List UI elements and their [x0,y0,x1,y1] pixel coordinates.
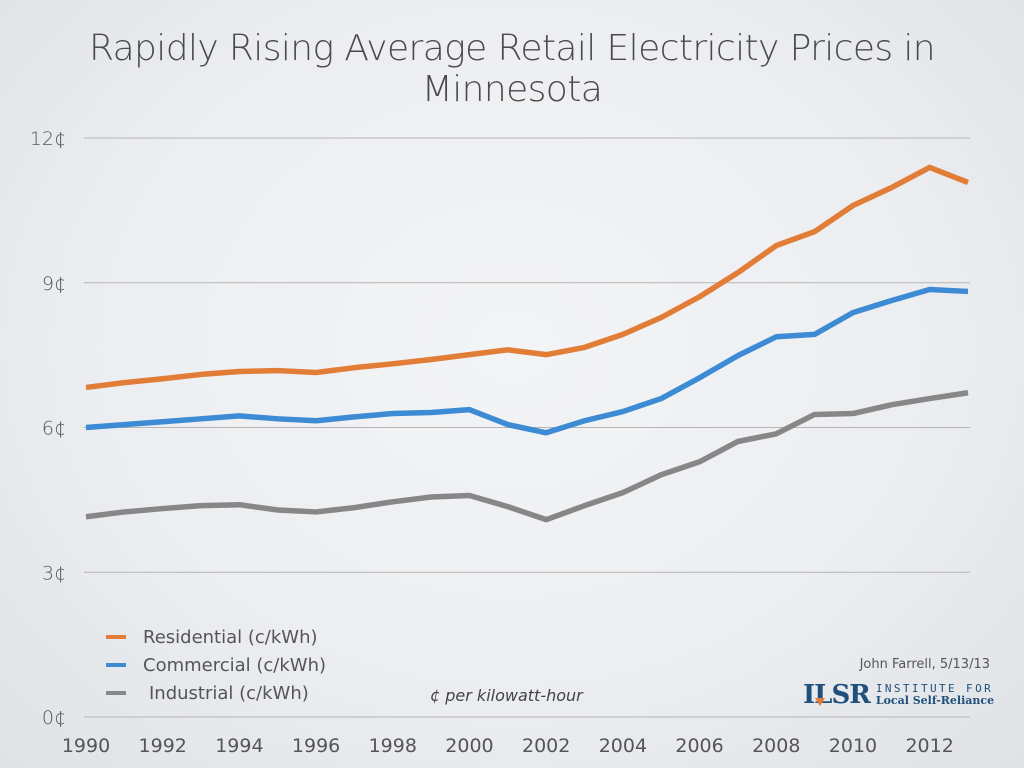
series-line-industrial [85,390,969,523]
y-tick-label: 0¢ [42,707,66,729]
x-tick-label: 2010 [829,735,877,757]
ilsr-logo: ILSR INSTITUTE FOR Local Self-Reliance [803,680,994,710]
legend-label: Industrial (c/kWh) [149,683,309,704]
logo-triangle-icon [815,698,825,706]
chart-title: Rapidly Rising Average Retail Electricit… [88,28,936,110]
logo-line2: Local Self-Reliance [875,694,995,707]
y-tick-label: 3¢ [42,562,66,584]
x-axis-ticks: 1990 1992 1994 1996 1998 2000 2002 2004 2006 2008… [62,735,954,757]
legend: Residential (c/kWh) Commercial (c/kWh) Ind… [106,627,326,704]
legend-label: Residential (c/kWh) [143,627,318,648]
x-tick-label: 2008 [752,735,800,757]
author-credit: John Farrell, 5/13/13 [859,657,990,672]
x-tick-label: 2012 [905,735,953,757]
series-line-commercial [85,286,969,436]
legend-label: Commercial (c/kWh) [143,655,326,676]
logo-line1: INSTITUTE FOR [875,682,994,695]
x-tick-label: 2002 [522,735,570,757]
y-axis-ticks: 0¢ 3¢ 6¢ 9¢ 12¢ [30,128,66,729]
logo-text: INSTITUTE FOR Local Self-Reliance [876,683,994,707]
x-tick-label: 1998 [369,735,417,757]
unit-note: ¢ per kilowatt-hour [430,686,584,705]
x-tick-label: 2000 [445,735,493,757]
y-tick-label: 12¢ [30,128,66,150]
x-tick-label: 2006 [675,735,723,757]
y-tick-label: 6¢ [42,418,66,440]
x-tick-label: 1996 [292,735,340,757]
logo-mark: ILSR [803,680,871,710]
series-line-residential [85,164,969,391]
series-lines [85,164,969,523]
x-tick-label: 1990 [62,735,110,757]
y-tick-label: 9¢ [42,273,66,295]
x-tick-label: 1994 [215,735,263,757]
x-tick-label: 1992 [139,735,187,757]
x-tick-label: 2004 [599,735,647,757]
